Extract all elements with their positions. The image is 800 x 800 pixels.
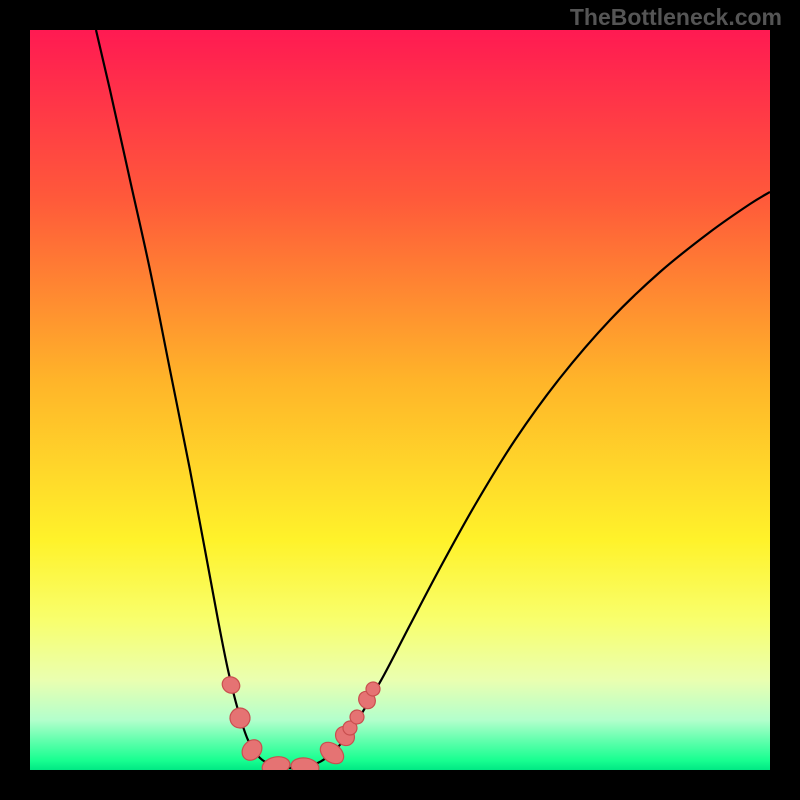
chart-svg bbox=[0, 0, 800, 800]
chart-container: TheBottleneck.com bbox=[0, 0, 800, 800]
watermark-text: TheBottleneck.com bbox=[570, 4, 782, 31]
plot-bg-rect bbox=[30, 30, 770, 770]
